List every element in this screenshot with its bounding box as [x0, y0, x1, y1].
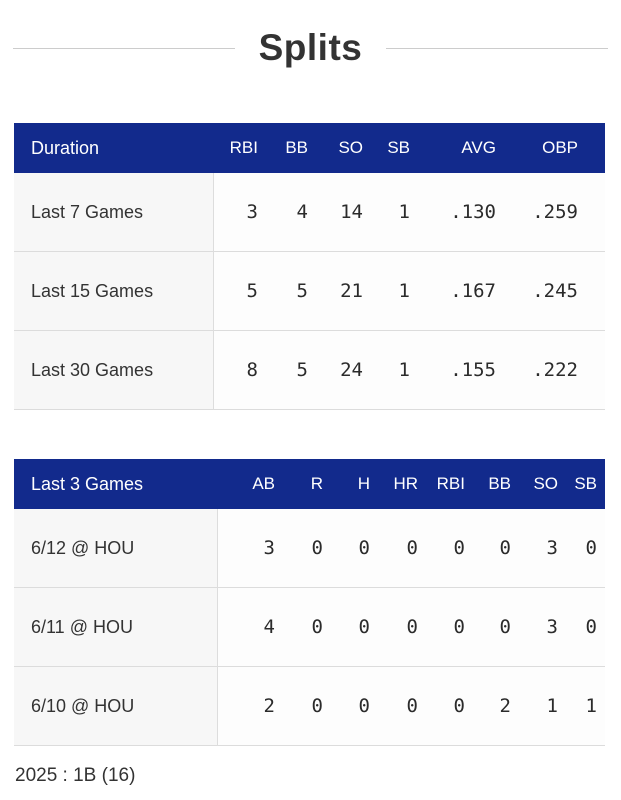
stat-value: 5 — [266, 251, 316, 331]
stat-value-clipped: . — [586, 330, 605, 410]
column-header-hr: HR — [378, 459, 426, 510]
column-header-so: SO — [316, 123, 371, 174]
section-title-bar: Splits — [0, 0, 621, 70]
last3-games-table: Last 3 Games AB R H HR RBI BB SO SB 6/12… — [14, 459, 605, 746]
stat-value: 0 — [566, 587, 605, 667]
column-header-clipped — [586, 123, 605, 174]
stat-value: 3 — [217, 509, 283, 588]
stat-value: 1 — [519, 666, 566, 746]
row-label: 6/12 @ HOU — [14, 509, 218, 588]
stat-value: 0 — [378, 509, 426, 588]
row-label: Last 15 Games — [14, 251, 214, 331]
splits-header-row: Duration RBI BB SO SB AVG OBP — [14, 123, 605, 174]
stat-value: 0 — [426, 666, 473, 746]
stat-value: 3 — [213, 173, 266, 252]
stat-value: 2 — [217, 666, 283, 746]
stat-value: 0 — [331, 587, 378, 667]
column-header-last3: Last 3 Games — [14, 459, 217, 510]
stat-value: 3 — [519, 509, 566, 588]
stat-value: 5 — [213, 251, 266, 331]
stat-value: 5 — [266, 330, 316, 410]
column-header-sb: SB — [371, 123, 418, 174]
column-header-rbi: RBI — [426, 459, 473, 510]
stat-value: 0 — [473, 509, 519, 588]
stat-value: 4 — [266, 173, 316, 252]
stat-value: .130 — [418, 173, 504, 252]
column-header-r: R — [283, 459, 331, 510]
column-header-so: SO — [519, 459, 566, 510]
title-divider-left — [13, 47, 235, 49]
row-label: 6/10 @ HOU — [14, 666, 218, 746]
stat-value: .259 — [504, 173, 586, 252]
stat-value: 21 — [316, 251, 371, 331]
stat-value: .222 — [504, 330, 586, 410]
column-header-h: H — [331, 459, 378, 510]
column-header-obp: OBP — [504, 123, 586, 174]
stat-value: .167 — [418, 251, 504, 331]
stat-value: 4 — [217, 587, 283, 667]
stat-value: 0 — [378, 666, 426, 746]
column-header-ab: AB — [217, 459, 283, 510]
column-header-sb: SB — [566, 459, 605, 510]
splits-table-scroll-area[interactable]: Duration RBI BB SO SB AVG OBP Last 7 Gam… — [14, 123, 605, 410]
stat-value: 8 — [213, 330, 266, 410]
stat-value: .245 — [504, 251, 586, 331]
stat-value: 14 — [316, 173, 371, 252]
stat-value: 0 — [566, 509, 605, 588]
stat-value: 0 — [473, 587, 519, 667]
row-label: Last 7 Games — [14, 173, 214, 252]
table-row: Last 7 Games 3 4 14 1 .130 .259 . — [14, 173, 605, 252]
stat-value-clipped: . — [586, 251, 605, 331]
stat-value: 1 — [371, 251, 418, 331]
stat-value-clipped: . — [586, 173, 605, 252]
stat-value: 3 — [519, 587, 566, 667]
column-header-rbi: RBI — [213, 123, 266, 174]
stat-value: 24 — [316, 330, 371, 410]
stat-value: 0 — [283, 587, 331, 667]
stat-value: 0 — [283, 509, 331, 588]
table-row: Last 30 Games 8 5 24 1 .155 .222 . — [14, 330, 605, 410]
column-header-bb: BB — [266, 123, 316, 174]
column-header-bb: BB — [473, 459, 519, 510]
stat-value: 0 — [331, 666, 378, 746]
season-position-note: 2025 : 1B (16) — [15, 765, 136, 787]
stat-value: 0 — [426, 509, 473, 588]
stat-value: 1 — [371, 330, 418, 410]
row-label: 6/11 @ HOU — [14, 587, 218, 667]
row-label: Last 30 Games — [14, 330, 214, 410]
stat-value: 0 — [378, 587, 426, 667]
stat-value: 0 — [426, 587, 473, 667]
last3-header-row: Last 3 Games AB R H HR RBI BB SO SB — [14, 459, 605, 510]
column-header-duration: Duration — [14, 123, 213, 174]
stat-value: 2 — [473, 666, 519, 746]
title-divider-right — [386, 47, 608, 49]
splits-table: Duration RBI BB SO SB AVG OBP Last 7 Gam… — [14, 123, 605, 410]
table-row: 6/10 @ HOU 2 0 0 0 0 2 1 1 — [14, 666, 605, 746]
stat-value: 1 — [566, 666, 605, 746]
table-row: 6/11 @ HOU 4 0 0 0 0 0 3 0 — [14, 587, 605, 667]
stat-value: .155 — [418, 330, 504, 410]
column-header-avg: AVG — [418, 123, 504, 174]
stat-value: 1 — [371, 173, 418, 252]
page-title: Splits — [258, 27, 363, 68]
last3-table-area: Last 3 Games AB R H HR RBI BB SO SB 6/12… — [14, 459, 605, 746]
table-row: 6/12 @ HOU 3 0 0 0 0 0 3 0 — [14, 509, 605, 588]
table-row: Last 15 Games 5 5 21 1 .167 .245 . — [14, 251, 605, 331]
stat-value: 0 — [331, 509, 378, 588]
stat-value: 0 — [283, 666, 331, 746]
